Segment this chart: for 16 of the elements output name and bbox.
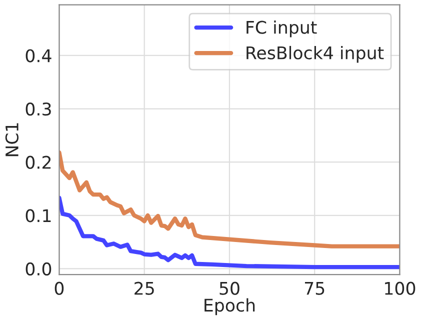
x-axis-title: Epoch	[204, 298, 255, 316]
legend-label: FC input	[246, 20, 317, 38]
x-tick-label: 75	[304, 282, 324, 295]
y-tick-label: 0.1	[26, 209, 51, 222]
x-tick-label: 50	[220, 282, 240, 295]
legend-label: ResBlock4 input	[246, 46, 384, 63]
y-axis-title: NC1	[5, 123, 19, 156]
line-series	[59, 196, 400, 270]
x-tick-label: 0	[54, 282, 64, 295]
y-tick-label: 0.0	[26, 262, 52, 276]
y-tick-label: 0.2	[26, 156, 51, 169]
line-series	[59, 150, 400, 248]
y-tick-label: 0.4	[26, 49, 52, 62]
x-tick-label: 25	[134, 282, 154, 295]
y-tick-label: 0.3	[26, 102, 51, 116]
x-tick-label: 100	[385, 282, 416, 295]
